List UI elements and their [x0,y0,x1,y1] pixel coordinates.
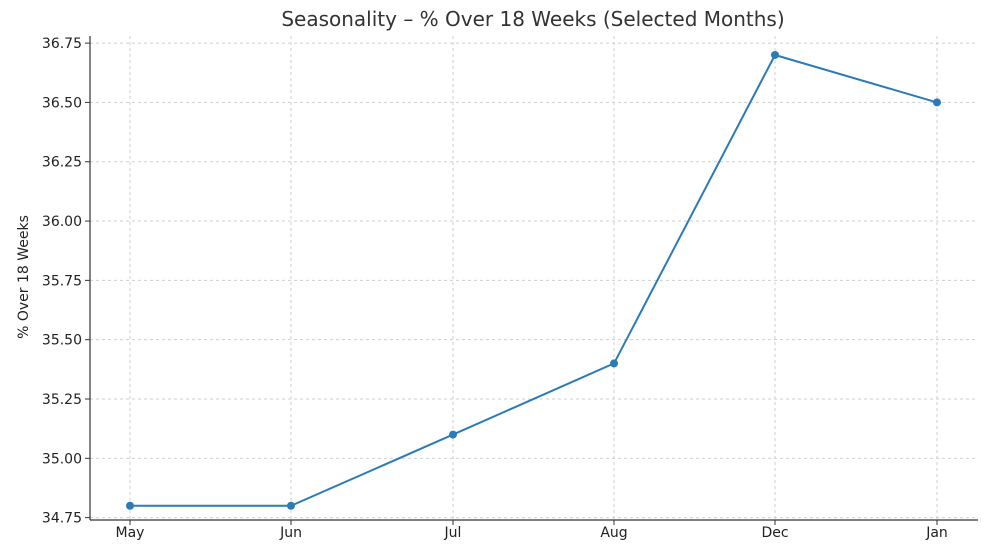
y-tick-label: 36.50 [42,95,82,111]
y-tick-label: 35.25 [42,392,82,408]
x-tick-label: Dec [761,525,788,541]
y-axis-label: % Over 18 Weeks [16,215,32,339]
chart-title: Seasonality – % Over 18 Weeks (Selected … [281,7,784,31]
y-tick-label: 36.75 [42,36,82,52]
y-tick-label: 34.75 [42,511,82,527]
x-tick-label: Jan [925,525,948,541]
data-point [610,359,618,368]
y-tick-label: 35.75 [42,273,82,289]
x-tick-label: Jul [444,525,462,541]
data-series [126,50,941,510]
x-tick-label: May [116,525,145,541]
y-tick-label: 35.50 [42,333,82,349]
axes [89,36,978,521]
x-tick-label: Aug [600,525,627,541]
y-tick-label: 36.25 [42,155,82,171]
data-point [933,98,941,107]
x-axis-ticks: May Jun Jul Aug Dec Jan [116,520,948,541]
y-tick-label: 35.00 [42,451,82,467]
series-line [130,53,938,507]
data-point [771,50,779,59]
data-point [449,430,457,439]
y-axis-ticks: 34.75 35.00 35.25 35.50 35.75 36.00 36.25 36.50… [42,36,90,527]
y-tick-label: 36.00 [42,214,82,230]
data-point [126,501,134,510]
grid [90,36,978,520]
x-tick-label: Jun [279,525,302,541]
data-point [287,501,295,510]
